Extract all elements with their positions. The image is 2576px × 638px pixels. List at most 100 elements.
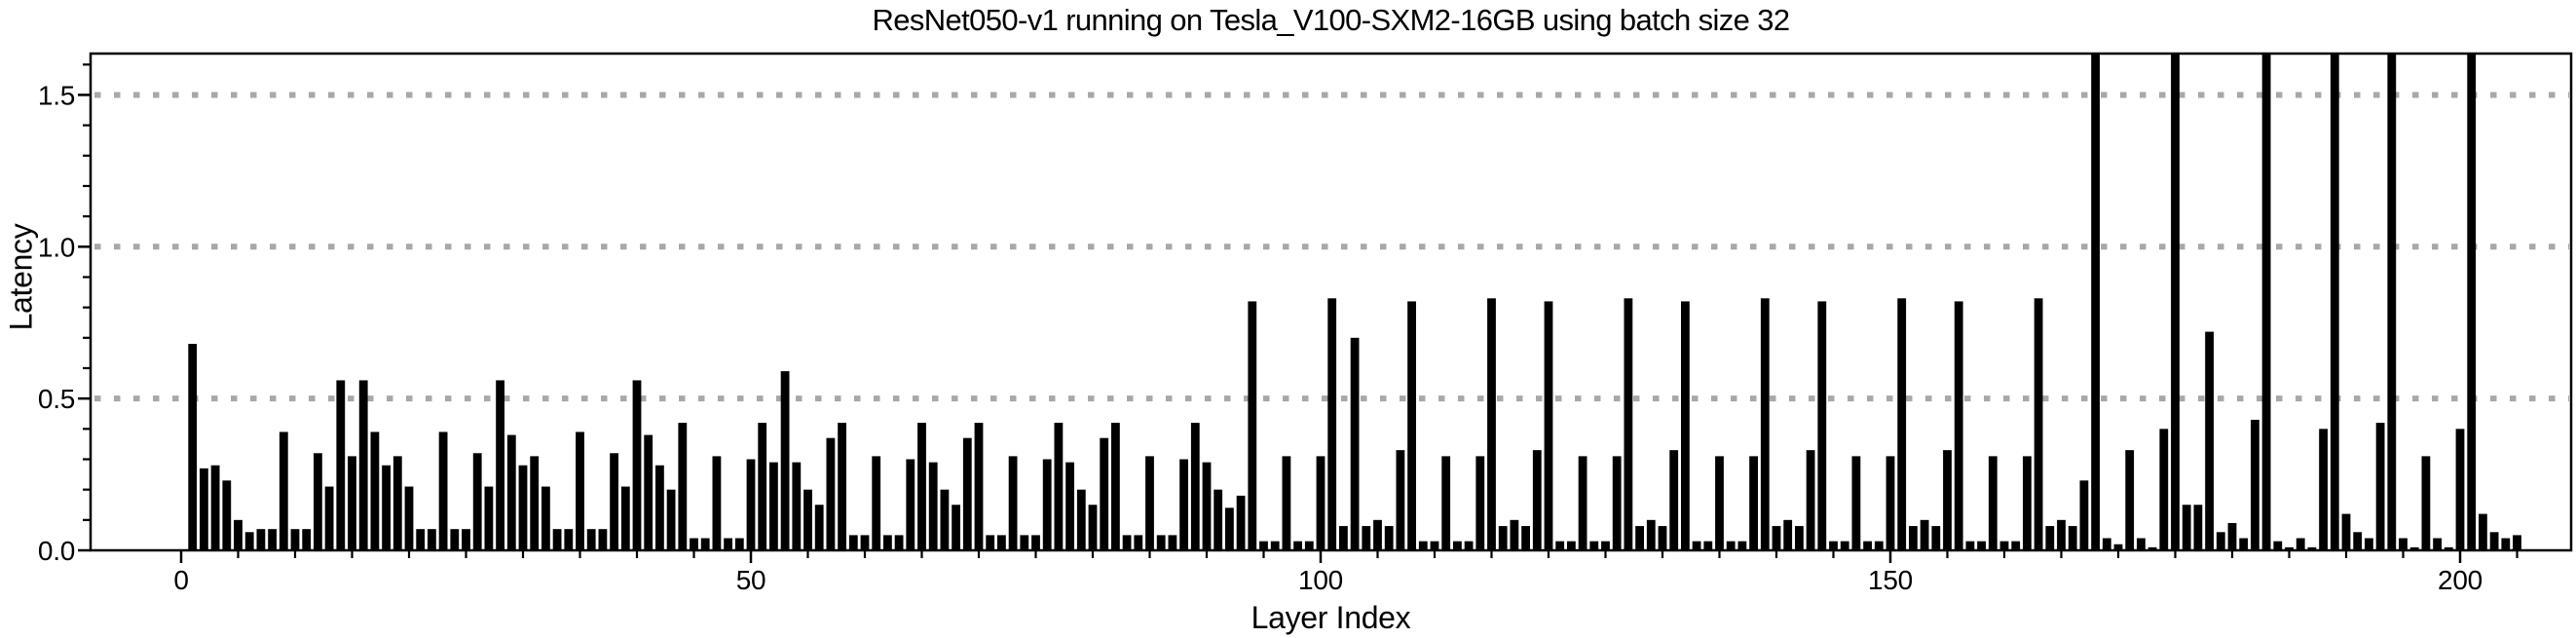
bar-layer-6	[244, 532, 254, 550]
bar-layer-17	[370, 432, 380, 550]
bar-layer-39	[620, 486, 630, 550]
bar-layer-109	[1418, 541, 1428, 550]
bar-layer-199	[2444, 546, 2453, 550]
bar-layer-166	[2068, 526, 2077, 550]
bar-layer-197	[2421, 456, 2431, 550]
bar-layer-165	[2057, 519, 2066, 550]
bar-layer-204	[2501, 538, 2511, 550]
bar-layer-22	[428, 529, 436, 550]
bar-layer-134	[1703, 541, 1713, 550]
bar-layer-189	[2330, 54, 2339, 550]
bar-layer-193	[2375, 423, 2385, 550]
bar-layer-16	[358, 380, 368, 550]
bar-layer-142	[1795, 526, 1804, 550]
bar-layer-191	[2353, 532, 2363, 550]
bar-layer-95	[1259, 541, 1268, 550]
bar-layer-43	[666, 489, 676, 550]
bar-layer-188	[2319, 429, 2328, 550]
bar-layer-185	[2285, 546, 2294, 550]
bar-layer-65	[917, 423, 926, 550]
bar-layer-132	[1681, 301, 1690, 550]
bar-layer-205	[2513, 535, 2521, 550]
bar-layer-136	[1726, 541, 1736, 550]
bar-layer-71	[986, 535, 995, 550]
bar-layer-66	[928, 462, 938, 550]
bar-layer-87	[1168, 535, 1177, 550]
x-axis-title: Layer Index	[1251, 600, 1411, 635]
bar-layer-32	[541, 486, 550, 550]
bar-layer-115	[1487, 298, 1496, 550]
bar-layer-31	[530, 456, 540, 550]
bar-layer-178	[2205, 331, 2214, 550]
x-tick-label: 150	[1868, 565, 1913, 595]
chart-title: ResNet050-v1 running on Tesla_V100-SXM2-…	[872, 3, 1791, 37]
bar-layer-146	[1840, 541, 1849, 550]
bar-layer-117	[1510, 519, 1519, 550]
bar-layer-133	[1692, 541, 1701, 550]
bar-layer-44	[678, 423, 688, 550]
bar-layer-53	[780, 371, 790, 550]
bar-layer-23	[438, 432, 448, 550]
bar-layer-192	[2365, 538, 2373, 550]
bar-layer-75	[1031, 535, 1040, 550]
bar-layer-203	[2489, 532, 2499, 550]
bar-layer-159	[1988, 456, 1997, 550]
bar-layer-4	[222, 480, 232, 550]
bar-layer-151	[1897, 298, 1907, 550]
bar-layer-102	[1339, 526, 1348, 550]
bar-layer-99	[1304, 541, 1314, 550]
bar-layer-112	[1453, 541, 1462, 550]
bar-layer-128	[1635, 526, 1644, 550]
x-tick-label: 0	[173, 565, 188, 595]
bar-layer-150	[1885, 456, 1895, 550]
bar-layer-62	[883, 535, 892, 550]
bar-layer-154	[1931, 526, 1941, 550]
bar-layer-92	[1225, 507, 1234, 550]
bar-layer-140	[1772, 526, 1781, 550]
y-tick-label: 1.0	[38, 232, 75, 262]
plot-frame	[89, 52, 2573, 552]
bar-layer-67	[940, 489, 950, 550]
bar-layer-148	[1863, 541, 1872, 550]
bar-layer-190	[2341, 513, 2351, 550]
bar-layer-70	[974, 423, 984, 550]
bar-layer-174	[2159, 429, 2169, 550]
bar-layer-173	[2147, 546, 2157, 550]
bar-layer-61	[872, 456, 881, 550]
bar-layer-175	[2171, 54, 2180, 550]
bar-layer-138	[1749, 456, 1758, 550]
bar-layer-93	[1236, 495, 1246, 550]
bar-layer-110	[1430, 541, 1439, 550]
bar-layer-55	[803, 489, 812, 550]
bar-layer-57	[826, 437, 836, 550]
bar-layer-107	[1396, 450, 1405, 550]
bar-layer-141	[1783, 519, 1793, 550]
bar-layer-158	[1977, 541, 1986, 550]
bar-layer-105	[1373, 519, 1382, 550]
bar-layer-198	[2433, 538, 2442, 550]
bar-layer-46	[700, 538, 710, 550]
bar-layer-126	[1612, 456, 1622, 550]
bar-layer-137	[1737, 541, 1747, 550]
bar-layer-69	[962, 437, 972, 550]
bar-layer-147	[1851, 456, 1861, 550]
bar-layer-20	[404, 486, 414, 550]
bar-layer-155	[1943, 450, 1952, 550]
bar-layer-79	[1076, 489, 1086, 550]
bar-layer-153	[1920, 519, 1929, 550]
bar-layer-35	[576, 432, 584, 550]
y-axis-title: Latency	[3, 223, 39, 331]
bar-layer-52	[769, 462, 778, 550]
bar-layer-164	[2045, 526, 2055, 550]
bar-layer-50	[746, 459, 756, 550]
bar-layer-135	[1715, 456, 1724, 550]
x-tick-label: 50	[736, 565, 766, 595]
bar-layer-152	[1909, 526, 1918, 550]
bar-layer-5	[234, 519, 243, 550]
bar-layer-7	[256, 529, 266, 550]
bar-layer-187	[2307, 546, 2317, 550]
bar-layer-94	[1248, 301, 1257, 550]
bar-layer-49	[734, 538, 744, 550]
bar-layer-149	[1874, 541, 1884, 550]
bar-layer-116	[1498, 526, 1508, 550]
